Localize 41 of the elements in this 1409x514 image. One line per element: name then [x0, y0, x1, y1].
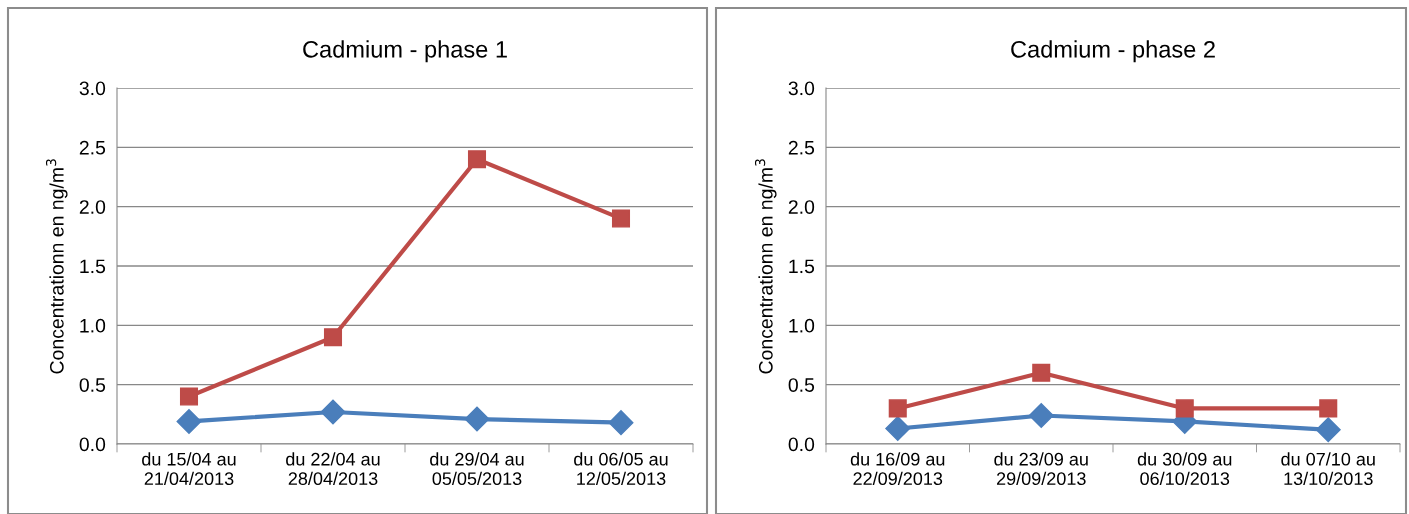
point	[1028, 403, 1054, 428]
y-tick-label: 1.5	[789, 259, 815, 274]
point	[1315, 417, 1341, 443]
y-tick-label: 3.0	[79, 81, 106, 96]
x-tick-label: du 23/09 au 29/09/2013	[994, 452, 1088, 486]
x-tick-label: du 30/09 au 06/10/2013	[1137, 452, 1232, 486]
y-tick-label: 0.5	[79, 378, 106, 392]
point	[323, 328, 343, 347]
y-tick-label: 0.0	[788, 437, 815, 452]
x-tick-label: du 07/10 au 13/10/2013	[1281, 452, 1375, 486]
y-tick-label: 2.0	[788, 200, 815, 214]
x-tick-label: du 22/04 au 28/04/2013	[286, 452, 380, 486]
point	[608, 410, 634, 436]
point	[1175, 399, 1194, 418]
chart-title: Cadmium - phase 2	[1011, 40, 1215, 63]
y-tick-label: 0.0	[79, 437, 106, 452]
point	[176, 408, 202, 434]
point	[179, 387, 199, 406]
y-tick-label: 3.0	[788, 81, 815, 96]
chart-title: Cadmium - phase 1	[303, 40, 507, 63]
point	[611, 209, 631, 228]
x-tick-label: du 16/09 au 22/09/2013	[850, 452, 945, 486]
point	[467, 150, 487, 169]
y-tick-label: 1.5	[80, 259, 106, 274]
y-tick-label: 0.5	[788, 378, 815, 392]
y-tick-label: 1.0	[80, 318, 106, 333]
y-axis-title: Concentrationn en ng/m$^{3}$	[45, 159, 68, 374]
y-tick-label: 1.0	[789, 318, 815, 333]
point	[1319, 399, 1338, 418]
point	[885, 416, 911, 442]
x-tick-label: du 29/04 au 05/05/2013	[430, 452, 524, 486]
y-tick-label: 2.0	[79, 200, 106, 214]
y-axis-title: Concentrationn en ng/m$^{3}$	[754, 159, 777, 374]
y-tick-label: 2.5	[79, 140, 106, 155]
point	[464, 406, 490, 432]
x-tick-label: du 15/04 au 21/04/2013	[142, 452, 236, 486]
x-tick-label: du 06/05 au 12/05/2013	[574, 452, 668, 486]
y-tick-label: 2.5	[788, 140, 815, 155]
point	[1032, 363, 1051, 382]
point	[888, 399, 907, 418]
point	[320, 399, 346, 425]
